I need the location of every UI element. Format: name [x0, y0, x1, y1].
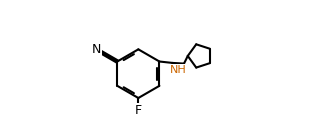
Text: NH: NH: [170, 65, 186, 75]
Text: N: N: [92, 43, 101, 56]
Text: F: F: [135, 104, 142, 117]
